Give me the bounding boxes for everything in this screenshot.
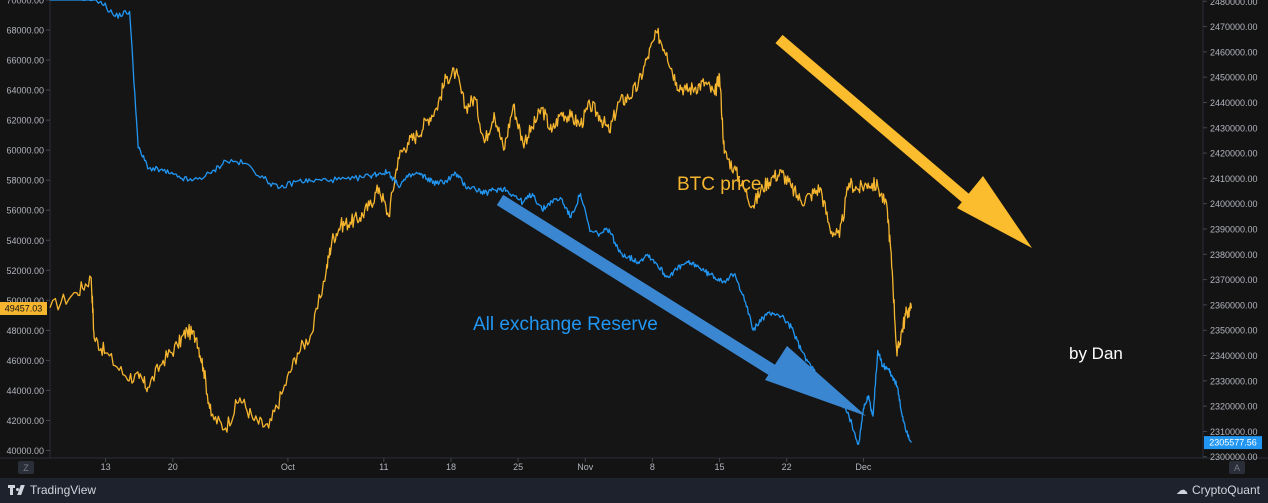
x-tick-label: 15 (715, 462, 725, 472)
left-tick-label: 70000.00 (6, 0, 44, 6)
cryptoquant-label: CryptoQuant (1191, 483, 1260, 497)
right-axis-tick-labels: 2300000.00 2310000.00 2320000.00 2330000.00… (1203, 0, 1258, 462)
right-tick-label: 2450000.00 (1210, 73, 1258, 83)
btc-price-series-line (49, 27, 913, 433)
btc-price-annotation: BTC price (677, 174, 761, 195)
x-tick-label: 13 (101, 462, 111, 472)
right-axis-corner-button[interactable]: A (1229, 461, 1245, 474)
tradingview-label: TradingView (30, 483, 97, 497)
left-tick-label: 62000.00 (6, 116, 44, 126)
left-tick-label: 66000.00 (6, 56, 44, 66)
left-tick-label: 56000.00 (6, 206, 44, 216)
right-tick-label: 2420000.00 (1210, 149, 1258, 159)
cryptoquant-brand[interactable]: ☁ CryptoQuant (1176, 483, 1260, 497)
reserve-last-value-badge: 2305577.56 (1204, 436, 1262, 450)
tradingview-logo-icon (8, 485, 25, 495)
right-tick-label: 2440000.00 (1210, 98, 1258, 108)
right-tick-label: 2480000.00 (1210, 0, 1258, 7)
right-tick-label: 2460000.00 (1210, 47, 1258, 57)
x-axis-tick-labels: 13 20 Oct 11 18 25 Nov 8 15 22 Dec (101, 458, 872, 472)
x-tick-label: Oct (281, 462, 296, 472)
right-tick-label: 2350000.00 (1210, 326, 1258, 336)
right-tick-label: 2370000.00 (1210, 275, 1258, 285)
right-tick-label: 2430000.00 (1210, 123, 1258, 133)
tradingview-brand[interactable]: TradingView (8, 483, 96, 497)
btc-last-value: 49457.03 (5, 303, 43, 313)
footer-bar: TradingView ☁ CryptoQuant (0, 478, 1268, 503)
x-tick-label: Dec (855, 462, 872, 472)
right-tick-label: 2380000.00 (1210, 250, 1258, 260)
left-tick-label: 54000.00 (6, 236, 44, 246)
cryptoquant-logo-icon: ☁ (1175, 483, 1188, 497)
right-axis-panel[interactable] (1203, 0, 1268, 458)
right-tick-label: 2400000.00 (1210, 199, 1258, 209)
time-axis-panel[interactable] (0, 458, 1268, 478)
btc-last-value-badge: 49457.03 (0, 301, 47, 315)
right-tick-label: 2390000.00 (1210, 225, 1258, 235)
x-tick-label: 22 (782, 462, 792, 472)
x-tick-label: 18 (446, 462, 456, 472)
right-tick-label: 2320000.00 (1210, 402, 1258, 412)
exchange-reserve-annotation: All exchange Reserve (473, 314, 658, 335)
left-tick-label: 48000.00 (6, 326, 44, 336)
left-tick-label: 42000.00 (6, 416, 44, 426)
left-axis-tick-labels: 40000.00 42000.00 44000.00 46000.00 48000.00… (6, 0, 50, 456)
reserve-last-value: 2305577.56 (1209, 438, 1257, 448)
btc-down-arrow (775, 34, 1032, 248)
left-tick-label: 52000.00 (6, 266, 44, 276)
right-corner-label: A (1234, 463, 1240, 473)
left-axis-corner-button[interactable]: Z (18, 461, 34, 474)
left-tick-label: 58000.00 (6, 176, 44, 186)
left-tick-label: 60000.00 (6, 146, 44, 156)
right-tick-label: 2310000.00 (1210, 427, 1258, 437)
left-tick-label: 40000.00 (6, 446, 44, 456)
x-tick-label: 20 (168, 462, 178, 472)
right-tick-label: 2470000.00 (1210, 22, 1258, 32)
right-tick-label: 2410000.00 (1210, 174, 1258, 184)
right-tick-label: 2300000.00 (1210, 452, 1258, 462)
left-tick-label: 64000.00 (6, 86, 44, 96)
chart-canvas: 40000.00 42000.00 44000.00 46000.00 48000.00… (0, 0, 1268, 478)
right-tick-label: 2340000.00 (1210, 351, 1258, 361)
x-tick-label: 8 (650, 462, 655, 472)
reserve-down-arrow (496, 194, 866, 416)
left-tick-label: 68000.00 (6, 26, 44, 36)
author-annotation: by Dan (1069, 344, 1123, 363)
left-tick-label: 46000.00 (6, 356, 44, 366)
left-axis-panel[interactable] (0, 0, 50, 458)
left-tick-label: 44000.00 (6, 386, 44, 396)
left-tick-label: 50000.00 (6, 296, 44, 306)
right-tick-label: 2360000.00 (1210, 300, 1258, 310)
x-tick-label: 25 (513, 462, 523, 472)
x-tick-label: 11 (379, 462, 388, 472)
x-tick-label: Nov (577, 462, 594, 472)
left-corner-label: Z (23, 463, 29, 473)
right-tick-label: 2330000.00 (1210, 376, 1258, 386)
